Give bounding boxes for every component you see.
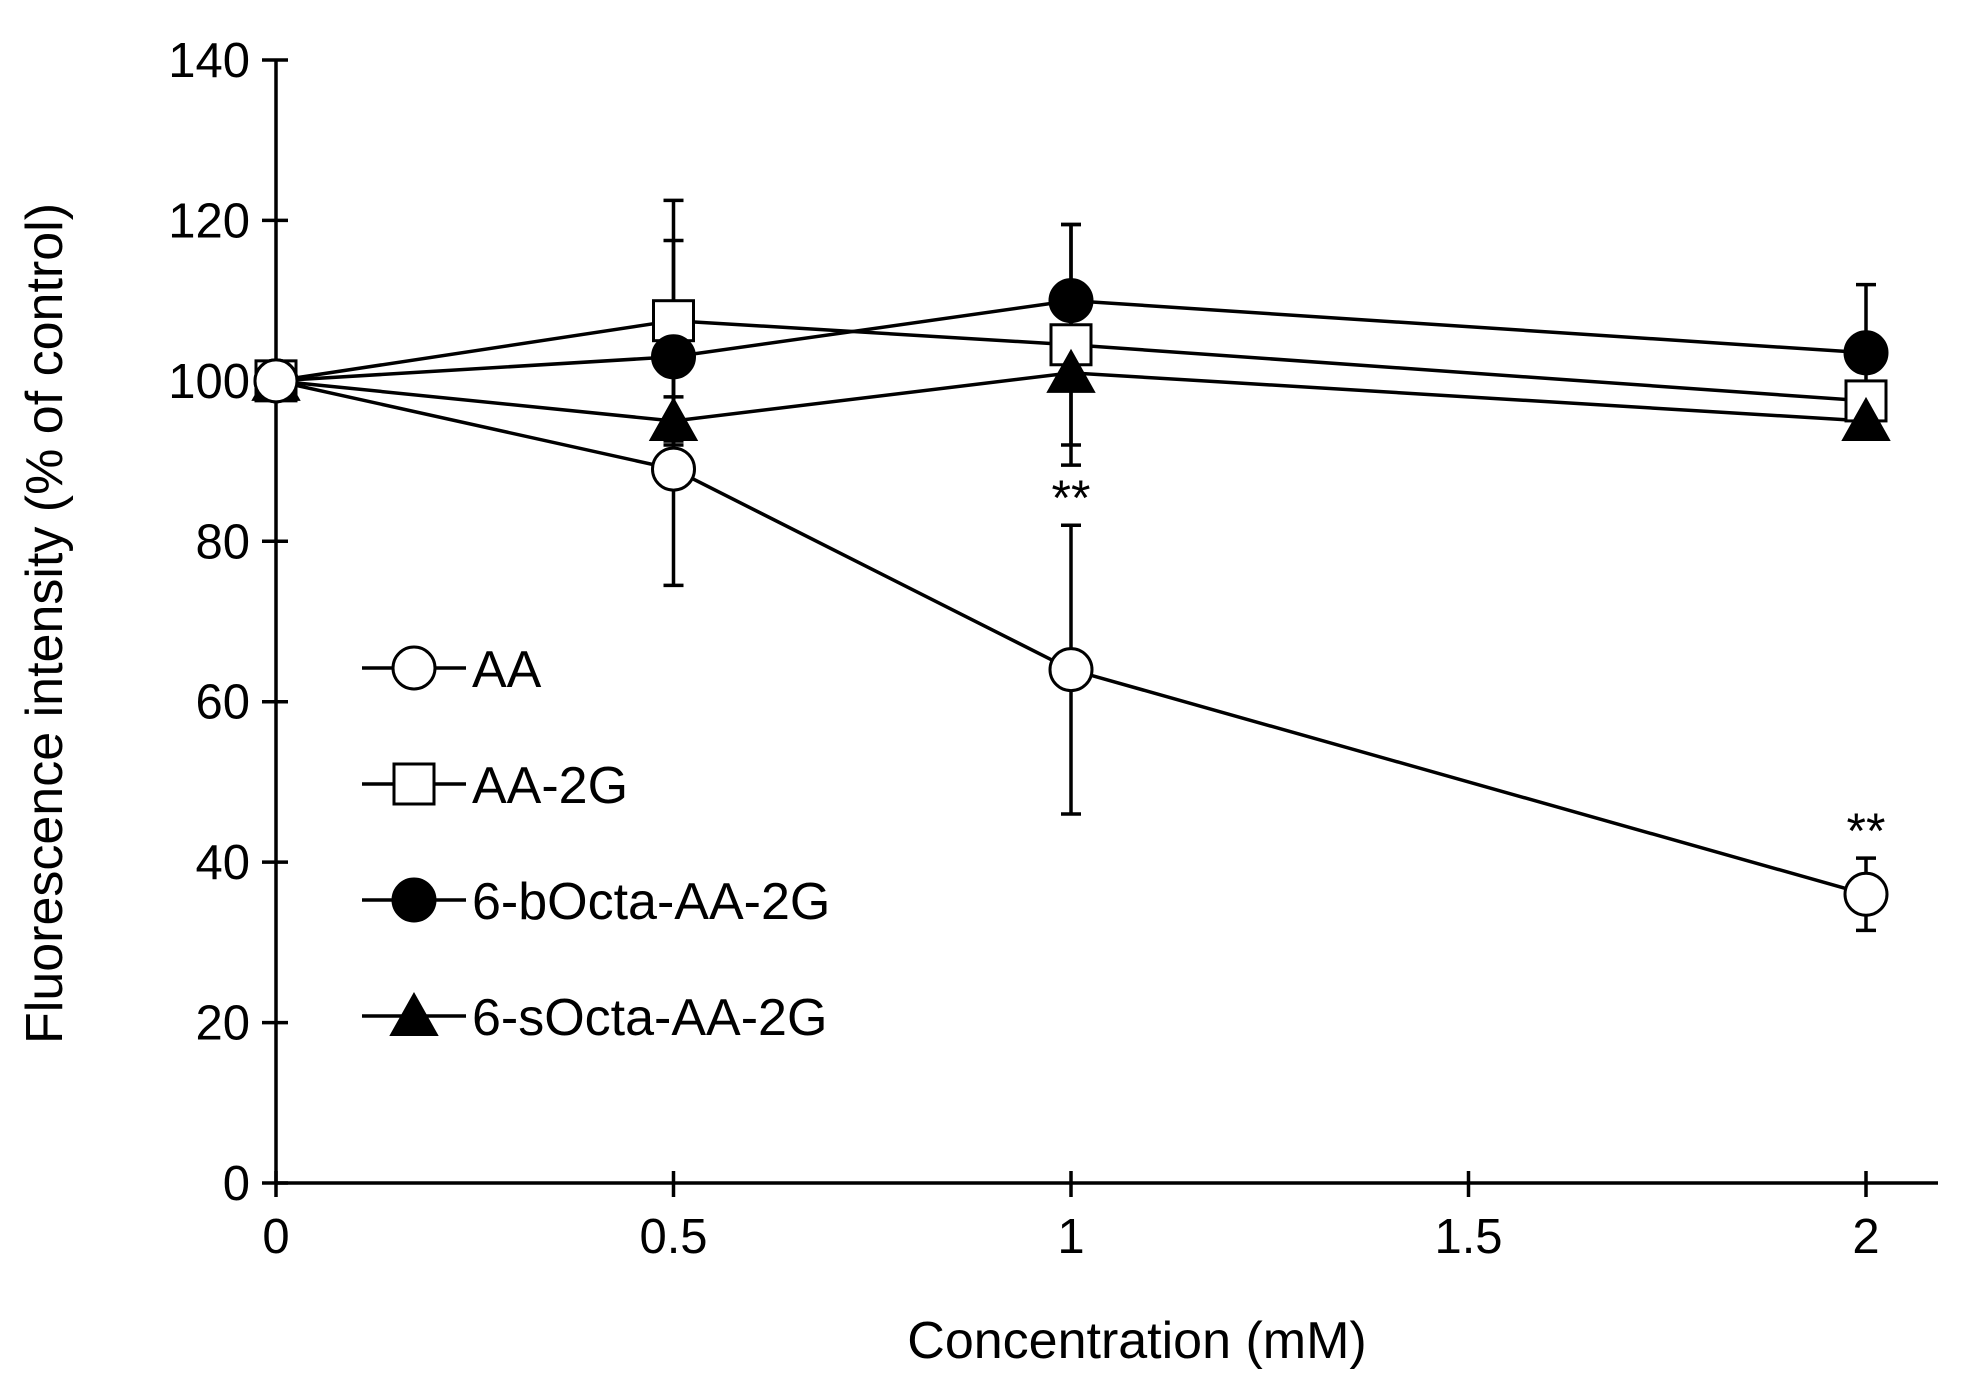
y-tick-label: 140 — [168, 34, 250, 88]
legend-marker — [391, 877, 437, 923]
data-point — [651, 446, 696, 492]
legend-marker — [391, 645, 437, 691]
x-tick-label: 0 — [262, 1210, 289, 1264]
data-point — [1841, 396, 1891, 441]
data-point — [253, 358, 299, 404]
series-line — [275, 318, 1867, 403]
data-point — [1046, 348, 1096, 393]
data-point — [648, 396, 699, 441]
legend-label: AA-2G — [472, 757, 628, 815]
y-tick-label: 100 — [168, 355, 250, 409]
x-tick-label: 2 — [1852, 1210, 1879, 1264]
y-axis-title: Fluorescence intensity (% of control) — [16, 203, 74, 1044]
series-line — [275, 298, 1867, 383]
series-layer: ** ** — [251, 198, 1891, 933]
data-point — [1048, 278, 1094, 324]
series-line — [275, 371, 1867, 423]
data-point — [1843, 330, 1889, 376]
y-tick-label: 60 — [195, 676, 250, 730]
legend-label: AA — [472, 641, 542, 699]
legend: AA AA-2G 6-bOcta-AA-2G 6-sOcta-AA-2G — [362, 641, 830, 1047]
y-tick-label: 40 — [195, 836, 250, 890]
axes: 0 20 40 60 80 100 120 140 0 0.5 1 1.5 2 — [168, 34, 1938, 1264]
data-point — [1048, 647, 1094, 693]
y-tick-label: 80 — [195, 515, 250, 569]
x-tick-label: 1 — [1057, 1210, 1084, 1264]
x-axis-title: Concentration (mM) — [907, 1312, 1366, 1370]
y-tick-label: 20 — [195, 997, 250, 1051]
significance-annotation: ** — [1847, 803, 1886, 859]
y-tick-label: 120 — [168, 194, 250, 248]
data-point — [651, 334, 696, 380]
y-tick-label: 0 — [223, 1157, 250, 1211]
legend-label: 6-sOcta-AA-2G — [472, 989, 827, 1047]
legend-label: 6-bOcta-AA-2G — [472, 873, 830, 931]
legend-marker — [392, 762, 436, 806]
data-point — [1843, 871, 1889, 917]
legend-marker — [389, 991, 439, 1036]
x-tick-label: 0.5 — [639, 1210, 707, 1264]
series-line — [275, 379, 1867, 896]
significance-annotation: ** — [1052, 470, 1091, 526]
x-tick-label: 1.5 — [1434, 1210, 1502, 1264]
